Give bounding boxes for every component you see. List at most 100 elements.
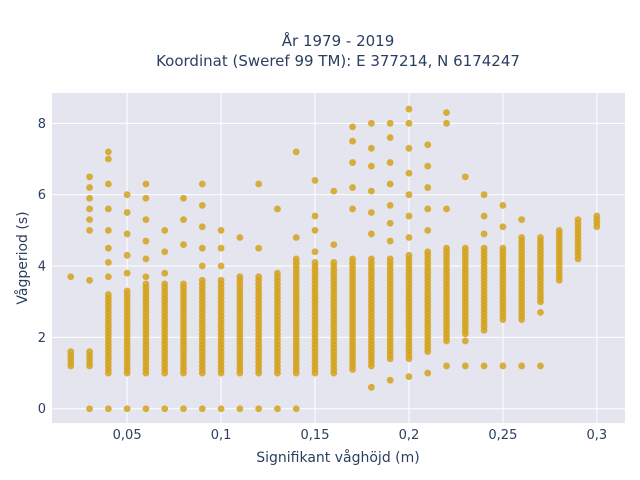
x-tick-label: 0,2 [399,428,420,443]
data-point [217,226,225,234]
data-point [518,216,526,224]
data-point [274,269,281,277]
data-point [104,226,112,234]
data-point [104,405,112,413]
data-point [424,369,432,377]
data-point [161,248,169,256]
data-point [367,209,375,216]
data-point [255,273,263,281]
data-point [424,141,432,149]
y-tick-labels: 0 2 4 6 8 [38,117,46,417]
data-point [123,191,131,199]
data-point [555,226,563,234]
data-point [123,209,131,216]
data-point [180,194,187,202]
data-point [142,180,150,188]
data-point [161,269,169,277]
data-point [405,119,413,127]
data-point [386,159,394,166]
data-point [104,155,112,163]
data-point [424,162,432,170]
y-axis-title: Vågperiod (s) [14,211,31,304]
data-point [292,234,300,241]
data-point [349,255,356,263]
data-point [123,287,131,295]
data-point [461,362,469,370]
x-axis-title: Signifikant våghöjd (m) [256,449,419,466]
data-point [386,134,394,141]
data-point [367,144,375,152]
x-tick-label: 0,25 [488,428,517,443]
data-point [480,191,488,199]
data-point [180,241,187,249]
data-point [405,144,413,152]
y-tick-label: 6 [38,188,46,203]
data-point [104,291,112,298]
data-point [518,234,526,241]
data-point [123,230,131,238]
data-point [86,194,93,202]
data-point [386,237,394,245]
data-point [349,123,356,131]
data-point [499,244,507,252]
data-point [86,276,93,284]
data-point [461,244,469,252]
data-point [386,376,394,384]
data-point [593,212,601,220]
y-tick-label: 8 [38,117,46,132]
data-point [367,119,375,127]
data-point [217,276,225,284]
y-tick-label: 0 [38,402,46,417]
data-point [405,105,413,113]
data-point [537,309,544,316]
data-point [86,184,93,191]
data-point [217,405,225,413]
data-point [443,244,450,252]
data-point [292,148,300,156]
data-point [161,280,169,288]
data-point [255,244,263,252]
data-point [198,244,206,252]
data-point [443,109,450,117]
data-point [443,119,450,127]
data-point [67,273,75,281]
data-point [443,205,450,213]
data-point [123,405,131,413]
data-point [386,201,394,209]
data-point [480,362,488,370]
data-point [311,248,319,256]
data-point [367,162,375,170]
data-point [330,241,338,249]
data-point [480,230,488,238]
x-tick-label: 0,05 [113,428,142,443]
data-point [86,348,93,356]
data-point [367,383,375,391]
data-point [480,212,488,220]
data-point [292,255,300,263]
data-point [311,259,319,266]
data-point [86,173,93,181]
data-point [86,205,93,213]
data-point [104,273,112,281]
data-point [142,237,150,245]
y-tick-label: 2 [38,331,46,346]
data-point [161,226,169,234]
chart-title-line-1: År 1979 - 2019 [282,31,395,50]
data-point [537,362,544,370]
data-point [386,255,394,263]
data-point [180,216,187,224]
data-point [142,273,150,281]
data-point [461,337,469,345]
data-point [142,255,150,263]
data-point [142,280,150,288]
x-tick-label: 0,15 [301,428,330,443]
data-point [330,187,338,195]
data-point [499,201,507,209]
data-point [386,119,394,127]
data-point [311,212,319,220]
data-point [367,230,375,238]
data-point [367,187,375,195]
data-point [518,362,526,370]
data-point [405,169,413,177]
data-point [198,201,206,209]
